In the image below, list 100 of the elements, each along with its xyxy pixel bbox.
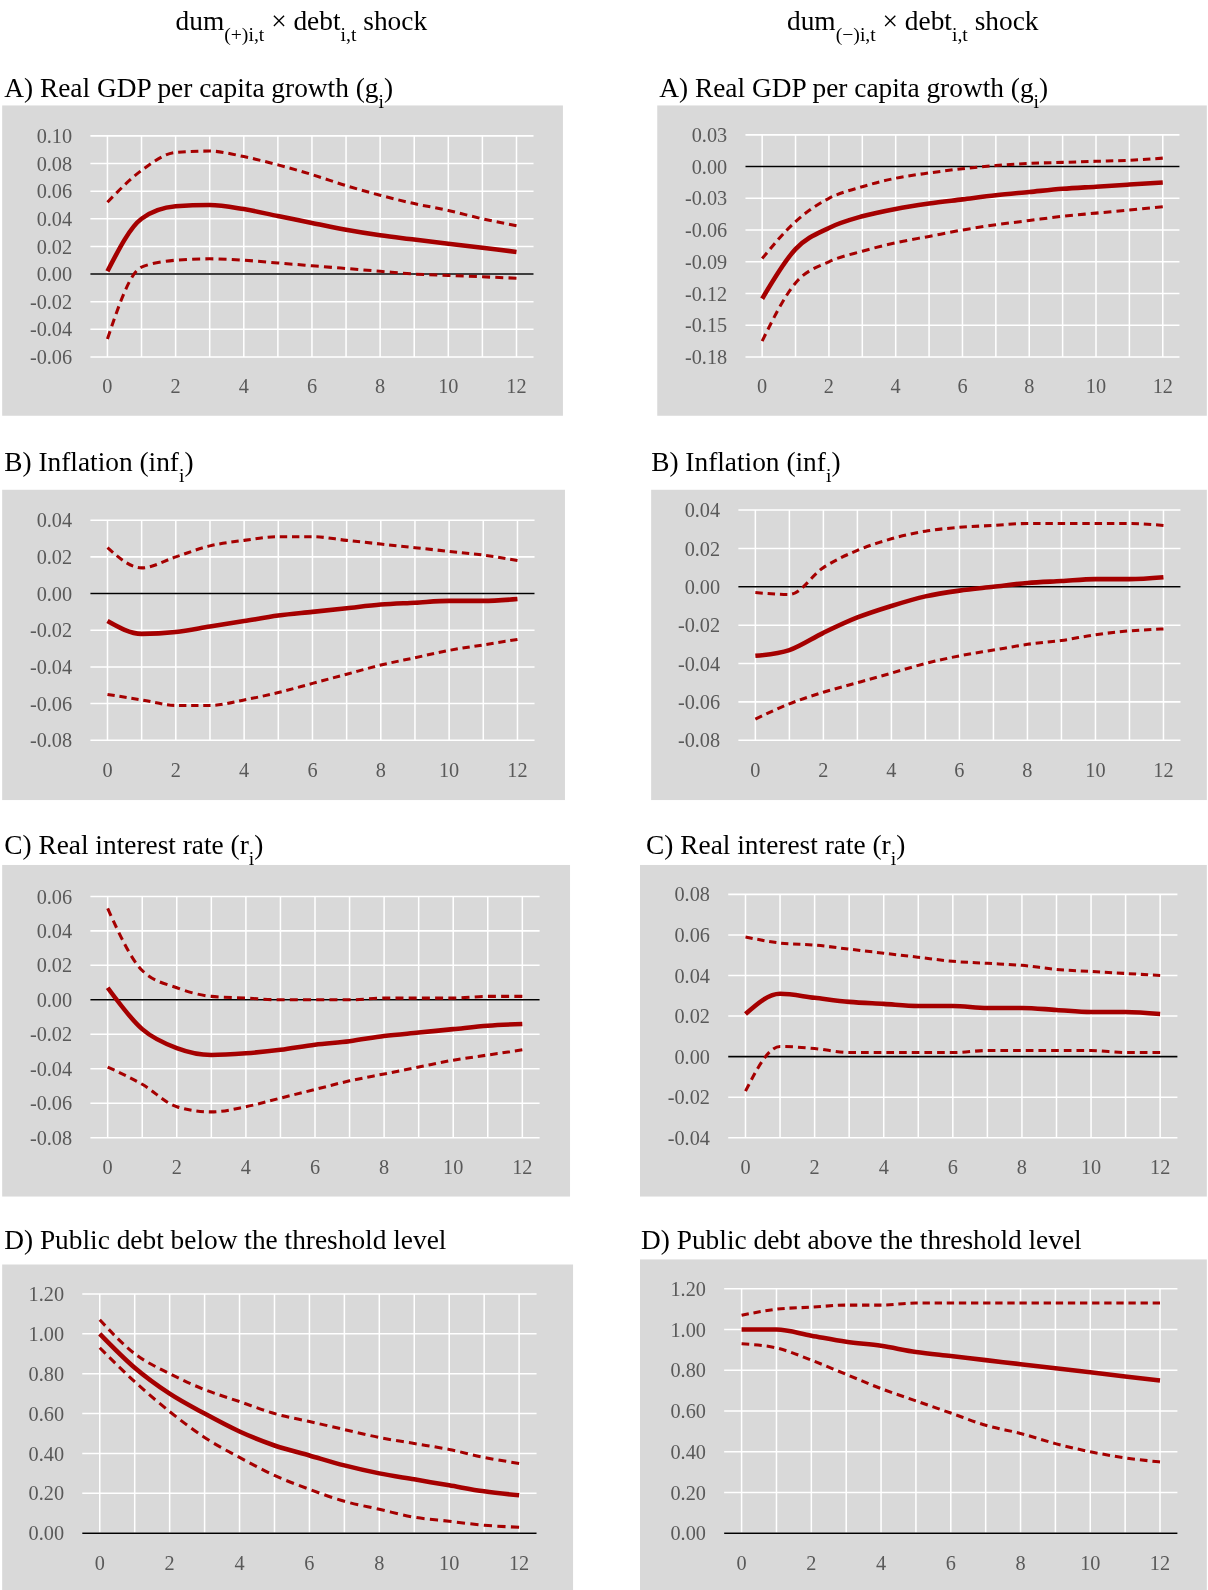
y-tick-label: -0.02 [29,619,73,642]
y-tick-label: 0.80 [670,1359,706,1382]
y-tick-label: 0.04 [36,919,73,942]
line-series [105,596,520,637]
x-tick-label: 6 [306,375,318,398]
y-tick-label: 1.20 [28,1283,65,1305]
y-tick-label: -0.09 [684,250,728,273]
y-tick-label: -0.06 [29,692,73,715]
y-tick-label: 1.00 [28,1322,65,1345]
y-tick-label: -0.15 [684,314,728,337]
x-tick-label: 4 [878,1156,889,1179]
x-tick-label: 4 [875,1551,887,1574]
line-series [759,180,1166,302]
x-tick-label: 6 [309,1156,321,1179]
x-tick-label: 2 [806,1551,817,1574]
x-tick-label: 8 [375,375,386,398]
y-tick-label: 0.08 [674,883,710,906]
x-tick-label: 2 [823,375,834,398]
y-tick-label: -0.12 [684,282,728,305]
y-tick-label: 0.20 [670,1481,706,1504]
y-tick-label: 0.04 [36,207,73,230]
y-tick-label: -0.06 [29,346,73,369]
y-tick-label: 0.02 [684,537,721,560]
x-tick-label: 6 [947,1156,958,1179]
y-tick-label: 0.00 [674,1045,710,1068]
line-series [105,535,519,570]
y-tick-label: 0.02 [36,235,73,258]
line-series [105,637,519,707]
y-tick-label: 0.00 [36,263,73,286]
y-tick-label: 0.80 [28,1362,65,1385]
x-tick-label: 6 [957,375,968,398]
y-tick-label: -0.06 [677,690,721,713]
line-series [760,156,1165,261]
line-series [105,149,518,228]
x-tick-label: 0 [102,375,113,398]
x-tick-label: 10 [1085,758,1106,781]
line-series [740,1342,1162,1464]
y-tick-label: -0.02 [677,614,721,637]
y-tick-label: 0.00 [28,1522,65,1545]
chart-title: C) Real interest rate (r$_{i}$) [646,829,906,869]
line-series [106,906,524,1002]
x-tick-label: 10 [1080,1156,1102,1179]
y-tick-label: -0.18 [684,346,728,369]
text: dum$_{(+)i,t}$ × debt$_{i,t}$ shock [175,6,428,47]
x-tick-label: 10 [1080,1551,1101,1574]
x-tick-label: 0 [740,1156,751,1179]
x-tick-label: 0 [102,758,113,781]
chart-title: A) Real GDP per capita growth (g$_{i}$) [659,73,1049,113]
x-tick-label: 2 [171,1156,182,1179]
x-tick-label: 10 [439,1551,460,1574]
line-series [753,521,1165,596]
line-series [106,1048,524,1114]
y-tick-label: -0.02 [667,1086,710,1109]
x-tick-label: 0 [102,1156,113,1179]
x-tick-label: 12 [507,758,528,781]
line-series [105,985,525,1058]
y-tick-label: 0.00 [36,988,73,1011]
x-tick-label: 8 [1024,375,1035,398]
x-tick-label: 8 [1015,1551,1026,1574]
x-tick-label: 4 [240,1156,251,1179]
line-series [105,202,519,274]
x-tick-label: 10 [438,758,460,781]
chart-title: B) Inflation (inf$_{i}$) [4,446,194,486]
y-tick-label: 0.06 [36,885,73,908]
y-tick-label: 0.60 [670,1400,706,1423]
x-tick-label: 12 [506,375,527,398]
x-tick-label: 2 [818,758,829,781]
line-series [98,1346,521,1529]
y-tick-label: -0.04 [677,652,721,675]
x-tick-label: 6 [307,758,318,781]
chart-title: D) Public debt above the threshold level [641,1225,1083,1256]
y-tick-label: 0.10 [36,124,73,147]
x-tick-label: 8 [375,758,386,781]
y-tick-label: -0.02 [29,1023,73,1046]
x-tick-label: 4 [234,1551,245,1574]
line-series [760,205,1165,343]
x-tick-label: 12 [508,1551,530,1574]
x-tick-label: 8 [1016,1156,1028,1179]
x-tick-label: 12 [512,1156,533,1179]
x-tick-label: 12 [1149,1551,1171,1574]
y-tick-label: 1.20 [670,1277,706,1300]
x-tick-label: 10 [438,375,459,398]
x-tick-label: 0 [736,1551,747,1574]
text: dum$_{(−)i,t}$ × debt$_{i,t}$ shock [787,6,1039,47]
chart-title: D) Public debt below the threshold level [4,1225,447,1256]
x-tick-label: 8 [374,1551,385,1574]
y-tick-label: 0.40 [28,1442,65,1465]
x-tick-label: 8 [1022,758,1033,781]
x-tick-label: 4 [890,375,901,398]
x-tick-label: 12 [1150,1156,1171,1179]
x-tick-label: 0 [94,1551,105,1574]
chart-title: B) Inflation (inf$_{i}$) [651,446,841,486]
y-tick-label: 0.04 [674,964,710,987]
line-series [740,1301,1162,1317]
x-tick-label: 2 [164,1551,175,1574]
x-tick-label: 8 [379,1156,390,1179]
y-tick-label: 0.00 [691,155,728,178]
x-tick-label: 6 [304,1551,315,1574]
y-tick-label: 0.00 [36,582,73,605]
y-tick-label: -0.08 [677,729,721,752]
